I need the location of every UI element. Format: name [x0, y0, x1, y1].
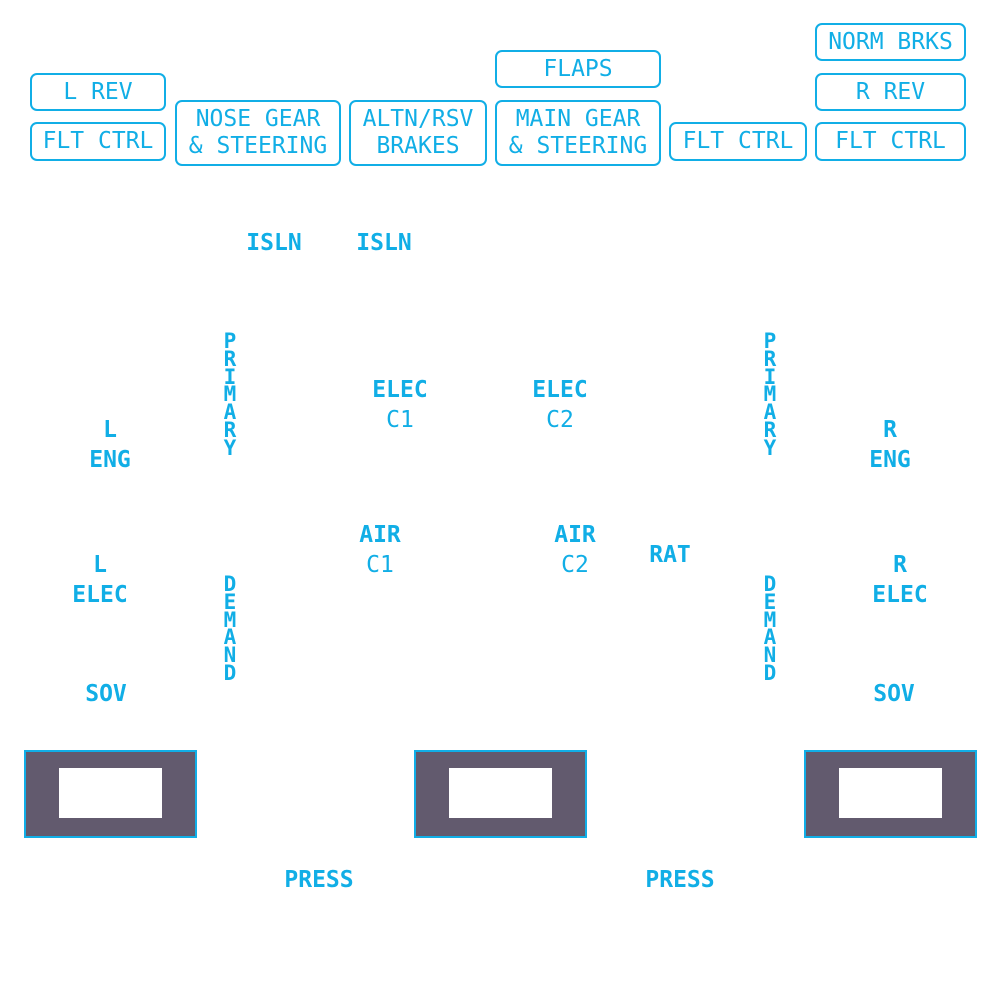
nose-gear-steering-button[interactable]: NOSE GEAR & STEERING	[175, 100, 341, 166]
left-switch-panel[interactable]	[24, 750, 197, 838]
nose-gear-label-line2: & STEERING	[188, 133, 328, 159]
l-elec-label: L ELEC	[72, 550, 127, 610]
norm-brks-label: NORM BRKS	[828, 28, 953, 55]
flt-ctrl-right-label: FLT CTRL	[835, 128, 946, 154]
flt-ctrl-left-label: FLT CTRL	[42, 128, 154, 154]
l-elec-line1: L	[93, 552, 107, 578]
right-switch-window	[839, 768, 942, 818]
flt-ctrl-left-button[interactable]: FLT CTRL	[30, 122, 166, 161]
isln-left-label: ISLN	[246, 230, 302, 256]
elec-c2-line2: C2	[546, 407, 574, 433]
air-c2-line1: AIR	[554, 522, 596, 548]
main-gear-label-line2: & STEERING	[508, 133, 648, 159]
primary-left-label: PRIMARY	[223, 329, 237, 460]
main-gear-steering-button[interactable]: MAIN GEAR & STEERING	[495, 100, 661, 166]
air-c2-label: AIR C2	[554, 520, 596, 580]
r-rev-label: R REV	[855, 78, 926, 105]
flt-ctrl-right-button[interactable]: FLT CTRL	[815, 122, 966, 161]
air-c1-line1: AIR	[359, 522, 401, 548]
demand-left-label: DEMAND	[223, 572, 237, 685]
r-eng-label: R ENG	[869, 415, 911, 475]
air-c1-line2: C1	[366, 552, 394, 578]
press-left-label: PRESS	[284, 867, 354, 893]
elec-c1-line1: ELEC	[372, 377, 428, 403]
primary-right-label: PRIMARY	[763, 329, 777, 460]
flt-ctrl-center-label: FLT CTRL	[682, 128, 794, 154]
r-rev-button[interactable]: R REV	[815, 73, 966, 111]
center-switch-window	[449, 768, 552, 818]
left-switch-window	[59, 768, 162, 818]
l-eng-label: L ENG	[89, 415, 131, 475]
elec-c1-label: ELEC C1	[372, 375, 427, 435]
flaps-button[interactable]: FLAPS	[495, 50, 661, 88]
altn-rsv-brakes-button[interactable]: ALTN/RSV BRAKES	[349, 100, 487, 166]
right-switch-panel[interactable]	[804, 750, 977, 838]
altn-rsv-label-line1: ALTN/RSV	[362, 106, 474, 132]
flt-ctrl-center-button[interactable]: FLT CTRL	[669, 122, 807, 161]
demand-right-label: DEMAND	[763, 572, 777, 685]
l-rev-button[interactable]: L REV	[30, 73, 166, 111]
elec-c2-line1: ELEC	[532, 377, 588, 403]
r-elec-line1: R	[893, 552, 907, 578]
nose-gear-label-line1: NOSE GEAR	[195, 106, 321, 132]
l-rev-label: L REV	[63, 78, 133, 105]
air-c1-label: AIR C1	[359, 520, 401, 580]
press-right-label: PRESS	[645, 867, 715, 893]
r-elec-label: R ELEC	[872, 550, 927, 610]
sov-left-label: SOV	[85, 681, 127, 707]
main-gear-label-line1: MAIN GEAR	[515, 106, 641, 132]
r-eng-line1: R	[883, 417, 897, 443]
flaps-label: FLAPS	[543, 55, 613, 82]
elec-c1-line2: C1	[386, 407, 414, 433]
elec-c2-label: ELEC C2	[532, 375, 587, 435]
rat-label: RAT	[649, 542, 691, 568]
norm-brks-button[interactable]: NORM BRKS	[815, 23, 966, 61]
l-elec-line2: ELEC	[72, 582, 128, 608]
r-eng-line2: ENG	[869, 447, 911, 473]
altn-rsv-label-line2: BRAKES	[376, 133, 460, 159]
l-eng-line1: L	[103, 417, 117, 443]
isln-right-label: ISLN	[356, 230, 412, 256]
l-eng-line2: ENG	[89, 447, 131, 473]
sov-right-label: SOV	[873, 681, 915, 707]
r-elec-line2: ELEC	[872, 582, 928, 608]
air-c2-line2: C2	[561, 552, 589, 578]
center-switch-panel[interactable]	[414, 750, 587, 838]
